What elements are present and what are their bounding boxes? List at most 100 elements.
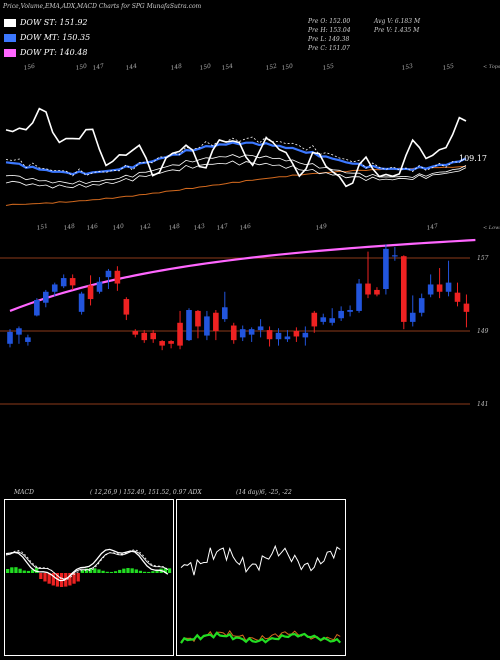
candle-body xyxy=(320,317,327,322)
adx-values: (14 day)6, -25, -22 xyxy=(236,489,292,496)
macd-histogram-bar xyxy=(14,567,18,573)
candle-body xyxy=(114,270,121,284)
macd-histogram-bar xyxy=(101,570,105,573)
legend-swatch xyxy=(4,18,16,27)
candle-body xyxy=(132,331,139,335)
candle-body xyxy=(34,299,40,316)
adx-white-line xyxy=(180,544,341,576)
candle-body xyxy=(329,318,335,323)
candle-body xyxy=(51,284,58,292)
price-level-label: 149 xyxy=(477,328,489,335)
info-prev-high: Pre H: 153.04 xyxy=(308,27,351,34)
macd-histogram-bar xyxy=(80,569,84,573)
macd-histogram-bar xyxy=(97,569,101,573)
candle-body xyxy=(418,298,425,313)
candle-body xyxy=(401,256,407,322)
candle-body xyxy=(186,310,192,341)
candle-body xyxy=(78,293,85,312)
macd-signal-line xyxy=(5,550,169,580)
adx-frame xyxy=(176,499,346,656)
macd-histogram-bar xyxy=(43,573,47,582)
info-prev-close: Pre C: 151.07 xyxy=(308,45,350,52)
macd-histogram-bar xyxy=(130,568,134,573)
tops-label: 150 xyxy=(199,63,212,72)
macd-histogram-bar xyxy=(26,570,31,573)
info-prev-open: Pre O: 152.00 xyxy=(308,18,351,25)
macd-histogram-bar xyxy=(126,568,130,573)
chart-header: Price,Volume,EMA,ADX,MACD Charts for SPG… xyxy=(3,3,202,10)
macd-histogram-bar xyxy=(47,573,51,584)
macd-histogram-bar xyxy=(163,568,167,573)
macd-histogram-bar xyxy=(105,571,109,573)
tops-label: 150 xyxy=(281,63,294,72)
candle-body xyxy=(302,332,309,338)
candle-body xyxy=(347,310,353,312)
legend-label: DOW ST: 151.92 xyxy=(20,18,88,27)
macd-histogram-bar xyxy=(51,573,55,586)
info-prev-volume: Pre V: 1.435 M xyxy=(374,27,420,34)
candle-body xyxy=(266,330,273,340)
adx-panel xyxy=(176,499,346,656)
candle-body xyxy=(150,332,156,340)
lows-label: 149 xyxy=(315,223,328,232)
macd-histogram-bar xyxy=(76,573,80,582)
lows-label: 148 xyxy=(168,223,181,232)
macd-histogram-bar xyxy=(138,570,143,573)
macd-histogram-bar xyxy=(93,568,97,573)
lows-label: 140 xyxy=(112,223,125,232)
tops-label: 152 xyxy=(265,63,278,72)
price-level-label: 157 xyxy=(477,255,489,262)
macd-histogram-bar xyxy=(134,569,138,573)
macd-histogram-bar xyxy=(155,569,159,573)
macd-frame xyxy=(4,499,174,656)
legend-label: DOW PT: 140.48 xyxy=(20,48,88,57)
candle-body xyxy=(356,283,362,311)
lows-side-label: < Lows xyxy=(483,225,500,231)
candle-body xyxy=(436,284,443,292)
tops-label: 144 xyxy=(125,63,138,72)
ema-mid-line xyxy=(5,141,467,176)
candle-body xyxy=(87,285,94,300)
macd-histogram-bar xyxy=(35,567,39,573)
candle-body xyxy=(284,336,291,340)
ema-short-line xyxy=(5,107,467,188)
adx-green-line xyxy=(180,631,342,644)
candle-body xyxy=(177,322,183,346)
candle-body xyxy=(374,289,380,295)
ema-long-line xyxy=(9,238,476,312)
candle-body xyxy=(25,337,31,342)
tops-label: 153 xyxy=(401,63,414,72)
info-avg-volume: Avg V: 6.183 M xyxy=(374,18,421,25)
candle-body xyxy=(123,299,130,315)
candle-body xyxy=(69,278,76,286)
lows-label: 146 xyxy=(86,223,99,232)
candle-body xyxy=(204,316,210,336)
macd-dotted-line xyxy=(5,549,169,581)
macd-histogram-bar xyxy=(142,571,147,573)
macd-histogram-bar xyxy=(118,569,122,573)
candle-body xyxy=(16,328,22,335)
tops-label: 156 xyxy=(23,63,36,72)
candle-body xyxy=(96,281,103,292)
candle-body xyxy=(159,341,165,346)
legend-swatch xyxy=(4,48,16,57)
tops-label: 155 xyxy=(442,63,455,72)
macd-line xyxy=(5,548,169,582)
candle-body xyxy=(383,248,389,290)
macd-histogram-bar xyxy=(109,571,114,573)
macd-histogram-bar xyxy=(6,569,10,573)
candle-body xyxy=(222,307,228,320)
tops-label: 148 xyxy=(170,63,183,72)
macd-histogram-bar xyxy=(147,571,151,573)
candle-body xyxy=(105,270,112,278)
macd-histogram-bar xyxy=(122,568,126,573)
lows-label: 146 xyxy=(239,223,252,232)
candle-body xyxy=(311,312,318,327)
candle-body xyxy=(463,303,470,312)
candle-body xyxy=(257,326,264,331)
macd-label: MACD xyxy=(14,489,34,496)
candle-body xyxy=(427,284,434,295)
candle-body xyxy=(365,283,371,295)
macd-histogram-bar xyxy=(89,568,93,573)
